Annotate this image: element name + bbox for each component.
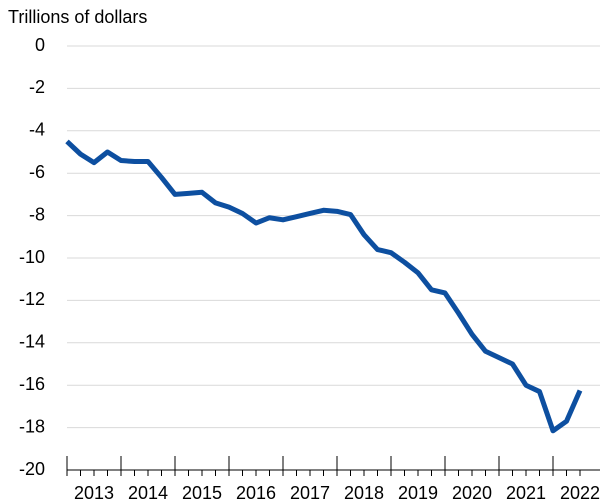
x-tick-label: 2013: [74, 483, 114, 503]
x-tick-label: 2015: [182, 483, 222, 503]
y-tick-label: -2: [29, 77, 45, 97]
data-line: [65, 139, 583, 434]
x-tick-label: 2014: [128, 483, 168, 503]
y-tick-label: -14: [19, 332, 45, 352]
y-tick-label: -4: [29, 120, 45, 140]
y-tick-label: -20: [19, 459, 45, 479]
y-tick-label: -16: [19, 374, 45, 394]
y-tick-label: -10: [19, 247, 45, 267]
x-tick-label: 2021: [506, 483, 546, 503]
x-tick-label: 2020: [452, 483, 492, 503]
x-tick-label: 2019: [398, 483, 438, 503]
x-tick-label: 2018: [344, 483, 384, 503]
y-tick-label: -8: [29, 204, 45, 224]
y-tick-label: -12: [19, 289, 45, 309]
y-tick-label: -18: [19, 416, 45, 436]
x-tick-label: 2017: [290, 483, 330, 503]
y-tick-label: 0: [35, 35, 45, 55]
y-tick-label: -6: [29, 162, 45, 182]
x-tick-label: 2022: [560, 483, 600, 503]
x-tick-label: 2016: [236, 483, 276, 503]
y-axis-label: Trillions of dollars: [8, 7, 147, 27]
